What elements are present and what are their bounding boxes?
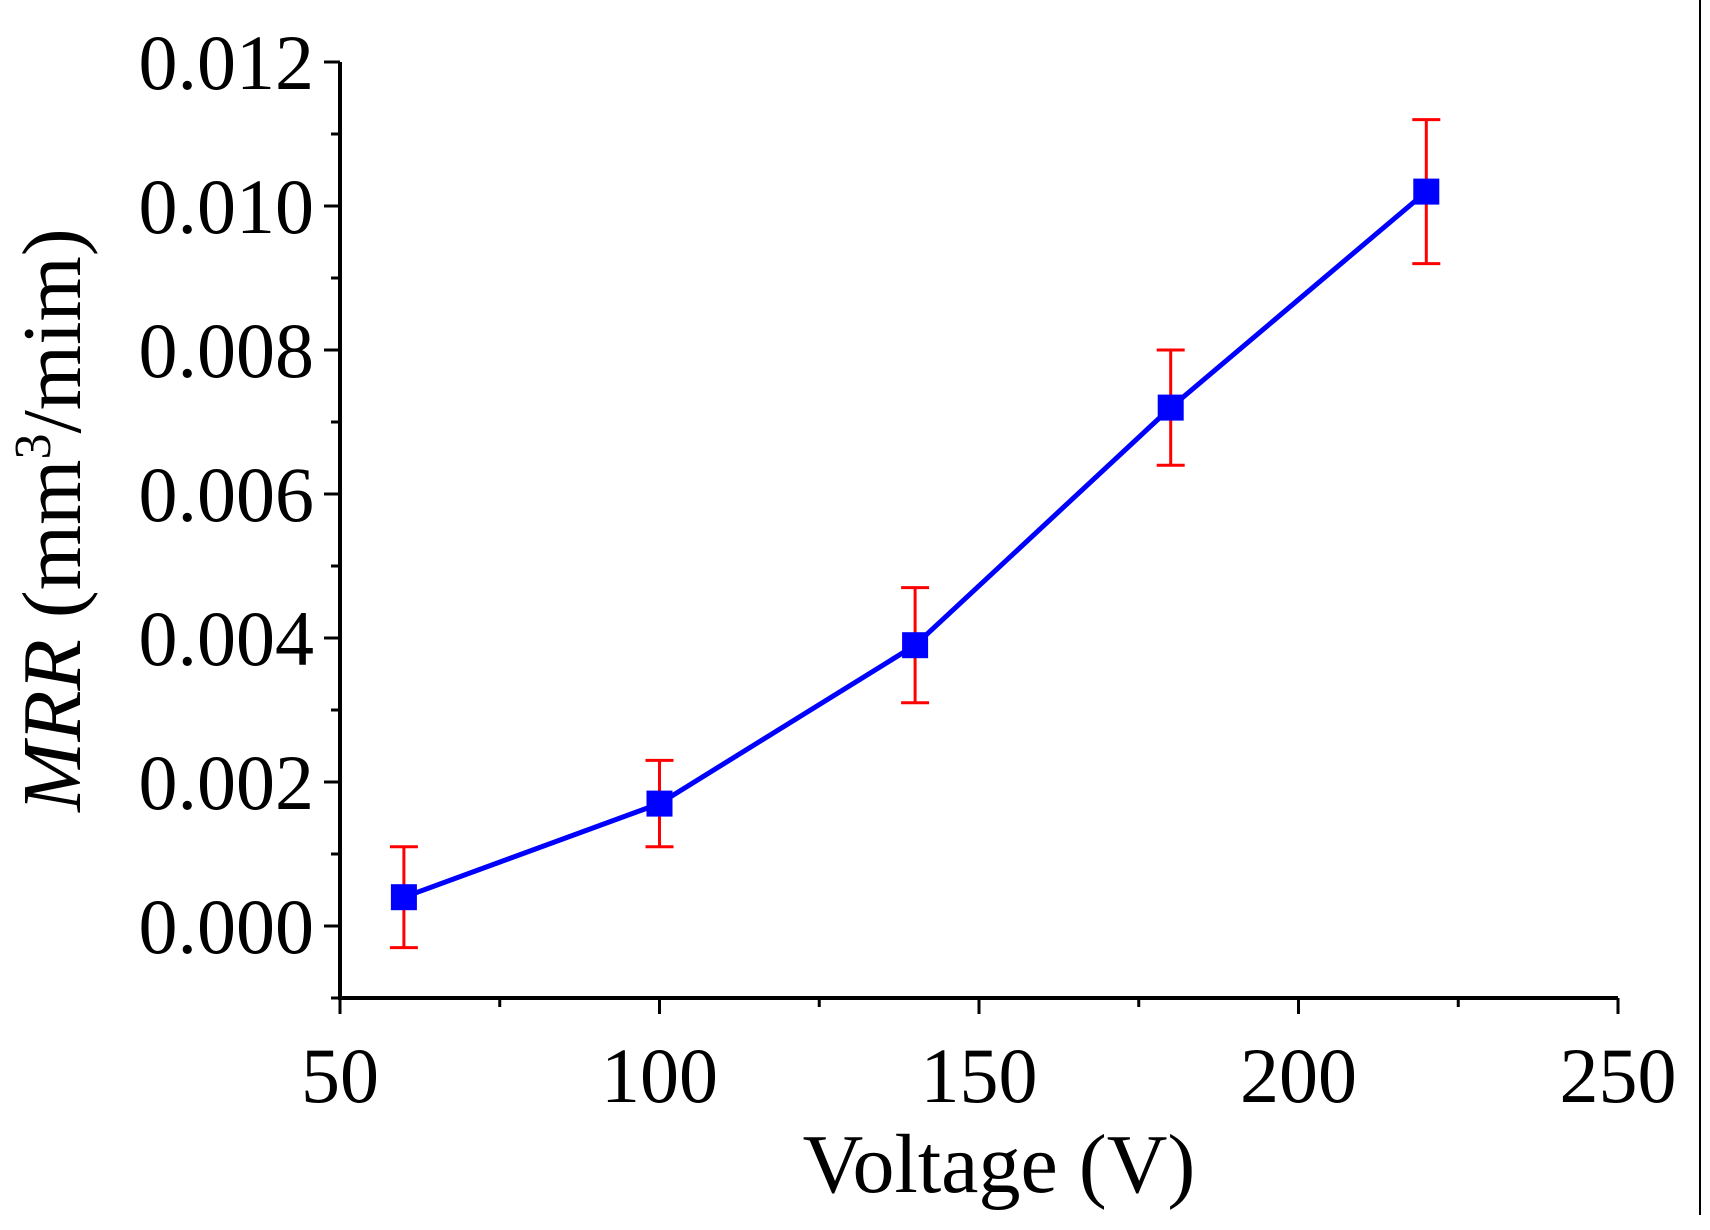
y-tick-label: 0.010 [139, 163, 315, 250]
y-tick-label: 0.012 [139, 19, 315, 106]
data-point-marker [1413, 178, 1440, 205]
data-point-marker [1157, 394, 1184, 421]
x-tick-label: 250 [1560, 1032, 1677, 1119]
data-point-marker [902, 632, 929, 659]
y-tick-label: 0.002 [139, 739, 315, 826]
data-point-marker [646, 790, 673, 817]
y-axis-title: MRR (mm3/mim) [5, 228, 99, 813]
y-tick-label: 0.006 [139, 451, 315, 538]
y-axis-title-italic: MRR [6, 639, 99, 813]
x-tick-label: 100 [601, 1032, 718, 1119]
y-tick-label: 0.008 [139, 307, 315, 394]
x-axis-title: Voltage (V) [803, 1118, 1196, 1211]
x-tick-label: 200 [1240, 1032, 1357, 1119]
y-tick-label: 0.000 [139, 883, 315, 970]
tick-labels-layer: 0.000 0.002 0.004 0.006 0.008 0.010 0.012 50 100… [139, 19, 1677, 1119]
ticks-layer [324, 60, 1620, 1014]
y-axis-title-unit-suffix: /mim) [6, 228, 99, 433]
x-tick-label: 150 [921, 1032, 1038, 1119]
y-tick-label: 0.004 [139, 595, 315, 682]
x-tick-label: 50 [301, 1032, 379, 1119]
y-axis-title-text: MRR (mm3/mim) [5, 228, 99, 813]
data-point-marker [390, 884, 417, 911]
y-axis-title-superscript: 3 [5, 434, 62, 460]
y-axis-title-unit-prefix: (mm [6, 460, 99, 640]
series-line [403, 189, 1428, 900]
series-layer [389, 118, 1441, 950]
